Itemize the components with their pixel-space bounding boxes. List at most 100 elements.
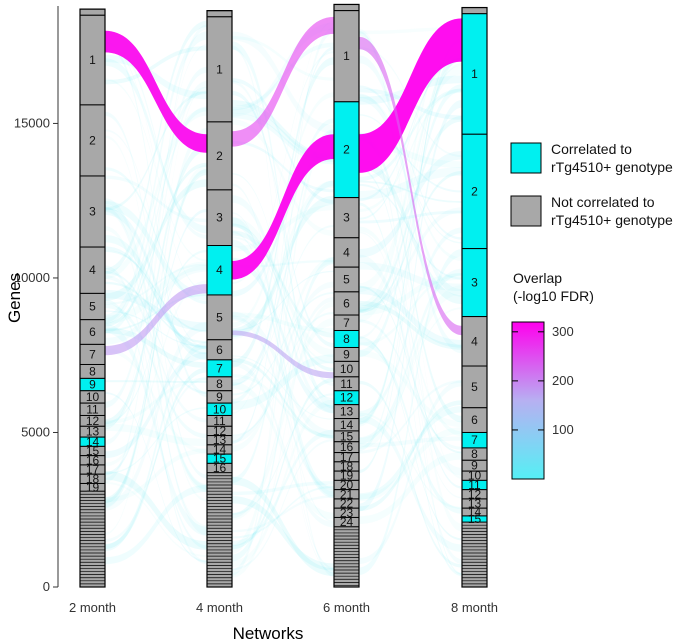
module-label: 6 [471, 413, 478, 427]
module-label: 16 [213, 461, 227, 475]
background-flow [105, 310, 207, 348]
background-flow [232, 496, 334, 571]
background-flow [359, 336, 462, 541]
background-flow [359, 28, 462, 532]
module-label: 5 [343, 273, 350, 287]
background-flow [232, 439, 334, 571]
background-flow [105, 80, 207, 445]
background-flow [359, 338, 462, 514]
background-flow [359, 132, 462, 565]
background-flow [359, 84, 462, 358]
background-flow [359, 114, 462, 244]
background-flow [105, 111, 207, 479]
flow-ribbon [232, 134, 334, 280]
module-label: 5 [89, 300, 96, 314]
background-flow [359, 249, 462, 575]
background-flow [232, 485, 334, 539]
legend-swatch [510, 142, 542, 174]
background-flow [105, 38, 207, 239]
module-label: 11 [468, 478, 481, 492]
background-flow [359, 400, 462, 512]
module-box [79, 246, 106, 294]
background-flow [105, 299, 207, 549]
background-flow [359, 286, 462, 348]
background-flow [232, 78, 334, 204]
module-label: 1 [89, 53, 96, 67]
legend-swatch [510, 195, 542, 227]
background-flow [105, 85, 207, 535]
module-label: 2 [89, 133, 96, 147]
background-flow [105, 167, 207, 304]
background-flow [105, 249, 207, 424]
y-tick-label: 0 [43, 579, 50, 594]
background-flow [359, 53, 462, 220]
background-flow [105, 303, 207, 439]
module-label: 12 [86, 414, 100, 428]
module-label: 16 [340, 440, 354, 454]
module-label: 1 [471, 67, 478, 81]
module-label: 7 [89, 347, 96, 361]
background-flow [232, 354, 334, 411]
background-flow [232, 231, 334, 523]
background-flow [359, 167, 462, 489]
legend-label: rTg4510+ genotype [551, 212, 673, 228]
background-flow [359, 38, 462, 473]
module-label: 11 [213, 414, 226, 428]
module-label: 4 [216, 263, 223, 277]
background-flow [232, 51, 334, 284]
background-flow [359, 226, 462, 437]
background-flow [359, 406, 462, 500]
background-flow [359, 262, 462, 291]
gradient-tick-label: 100 [552, 422, 574, 437]
background-flow [105, 46, 207, 85]
module-label: 11 [86, 402, 99, 416]
background-flow [232, 355, 334, 420]
background-flow [359, 134, 462, 423]
background-flow [359, 33, 462, 479]
flow-ribbon [359, 18, 462, 173]
background-flow [105, 323, 207, 536]
background-flow [105, 352, 207, 459]
module-label: 13 [468, 497, 482, 511]
background-flow [359, 231, 462, 499]
background-flow [359, 273, 462, 346]
module-label: 14 [86, 435, 100, 449]
background-flow [105, 470, 207, 550]
background-flow [105, 294, 207, 332]
background-flow [359, 210, 462, 224]
gradient-tick-label: 300 [552, 324, 574, 339]
background-flow [105, 162, 207, 327]
background-flow [232, 41, 334, 409]
background-flow [105, 327, 207, 368]
module-label: 8 [216, 377, 223, 391]
background-flow [105, 265, 207, 565]
background-flow [359, 150, 462, 258]
network-column: 1234567891011121314151617181920212223246… [323, 3, 370, 615]
background-flow [105, 90, 207, 211]
background-flow [105, 164, 207, 507]
module-label: 12 [468, 487, 482, 501]
background-flow [105, 198, 207, 490]
background-flow [232, 230, 334, 338]
module-label: 13 [340, 405, 354, 419]
background-flow [105, 281, 207, 344]
background-flow [232, 80, 334, 387]
background-flow [359, 53, 462, 425]
background-flow [359, 319, 462, 450]
background-flow [232, 318, 334, 521]
background-flow [105, 44, 207, 430]
background-flow [359, 115, 462, 312]
module-label: 18 [86, 472, 100, 486]
background-flow [105, 270, 207, 394]
module-label: 10 [468, 469, 482, 483]
background-flow [105, 376, 207, 543]
background-flow [232, 296, 334, 519]
background-flow [232, 36, 334, 81]
background-flow [232, 195, 334, 338]
background-flow [232, 239, 334, 498]
background-flow [232, 281, 334, 443]
flow-ribbon [232, 330, 334, 379]
